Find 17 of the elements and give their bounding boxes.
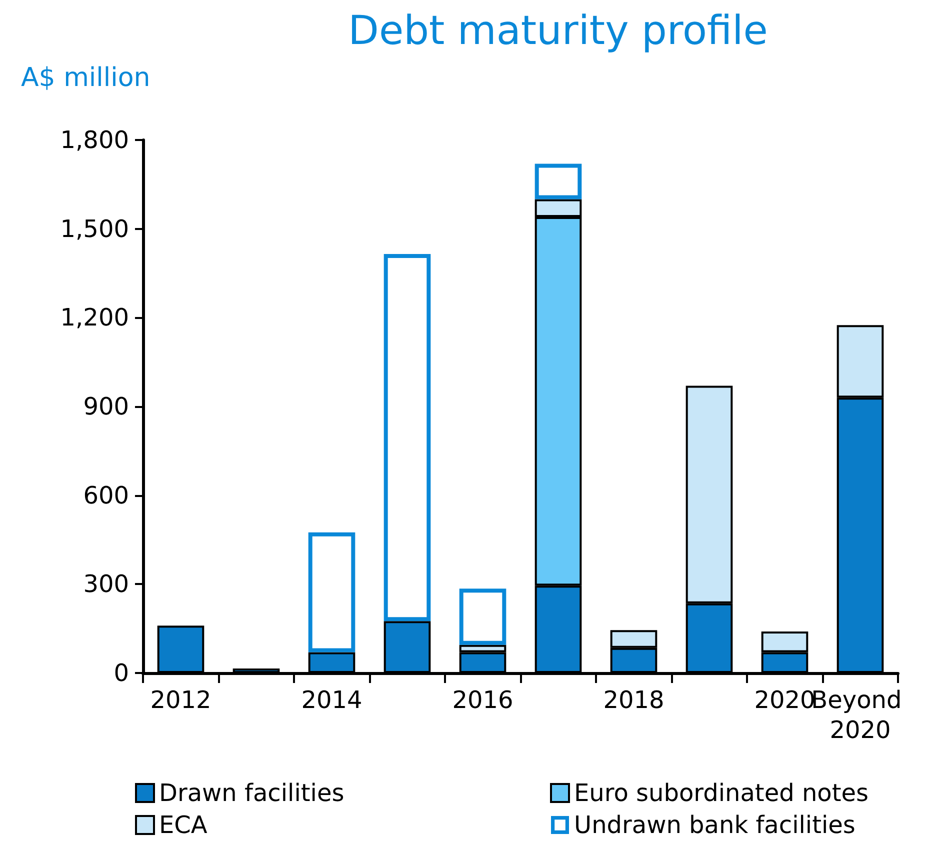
legend-label: ECA <box>159 811 208 839</box>
y-tick-label: 0 <box>114 659 129 687</box>
y-tick-label: 1,200 <box>60 304 129 332</box>
x-tick-label: 2016 <box>452 686 514 714</box>
legend-label: Euro subordinated notes <box>574 779 869 807</box>
legend-label: Undrawn bank facilities <box>574 811 856 839</box>
y-tick-label: 600 <box>83 481 129 510</box>
y-tick-label: 1,800 <box>60 126 129 154</box>
y-tick-label: 1,500 <box>60 214 129 243</box>
y-tick-label: 300 <box>83 570 129 598</box>
chart-title: Debt maturity profile <box>348 8 768 54</box>
y-axis-title: A$ million <box>21 63 150 93</box>
x-tick-label: 2012 <box>150 686 212 714</box>
legend-label: Drawn facilities <box>159 779 344 807</box>
x-tick-label: 2018 <box>603 686 664 714</box>
x-tick-label: 2014 <box>301 686 362 714</box>
y-tick-label: 900 <box>83 392 129 420</box>
